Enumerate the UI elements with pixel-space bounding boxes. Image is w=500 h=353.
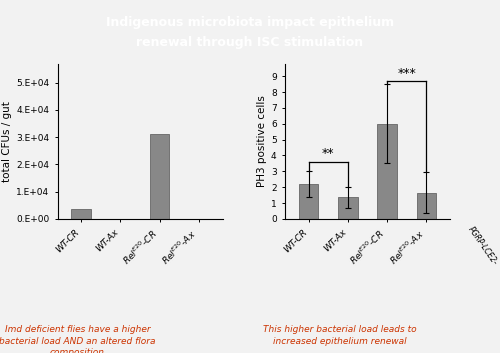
Text: ***: ***	[398, 67, 416, 80]
Bar	[150, 134, 170, 219]
Bar	[338, 197, 357, 219]
Y-axis label: total CFUs / gut: total CFUs / gut	[2, 101, 12, 182]
Y-axis label: PH3 positive cells: PH3 positive cells	[257, 95, 267, 187]
Bar	[72, 209, 91, 219]
Text: **: **	[322, 147, 334, 160]
Text: PGRP-LCE2-: PGRP-LCE2-	[466, 225, 499, 267]
Text: Indigenous microbiota impact epithelium: Indigenous microbiota impact epithelium	[106, 16, 394, 29]
Text: renewal through ISC stimulation: renewal through ISC stimulation	[136, 36, 364, 49]
Text: Imd deficient flies have a higher
bacterial load AND an altered flora
compositio: Imd deficient flies have a higher bacter…	[0, 325, 156, 353]
Text: This higher bacterial load leads to
increased epithelium renewal: This higher bacterial load leads to incr…	[263, 325, 417, 346]
Bar	[299, 184, 318, 219]
Bar	[378, 124, 397, 219]
Bar	[416, 193, 436, 219]
